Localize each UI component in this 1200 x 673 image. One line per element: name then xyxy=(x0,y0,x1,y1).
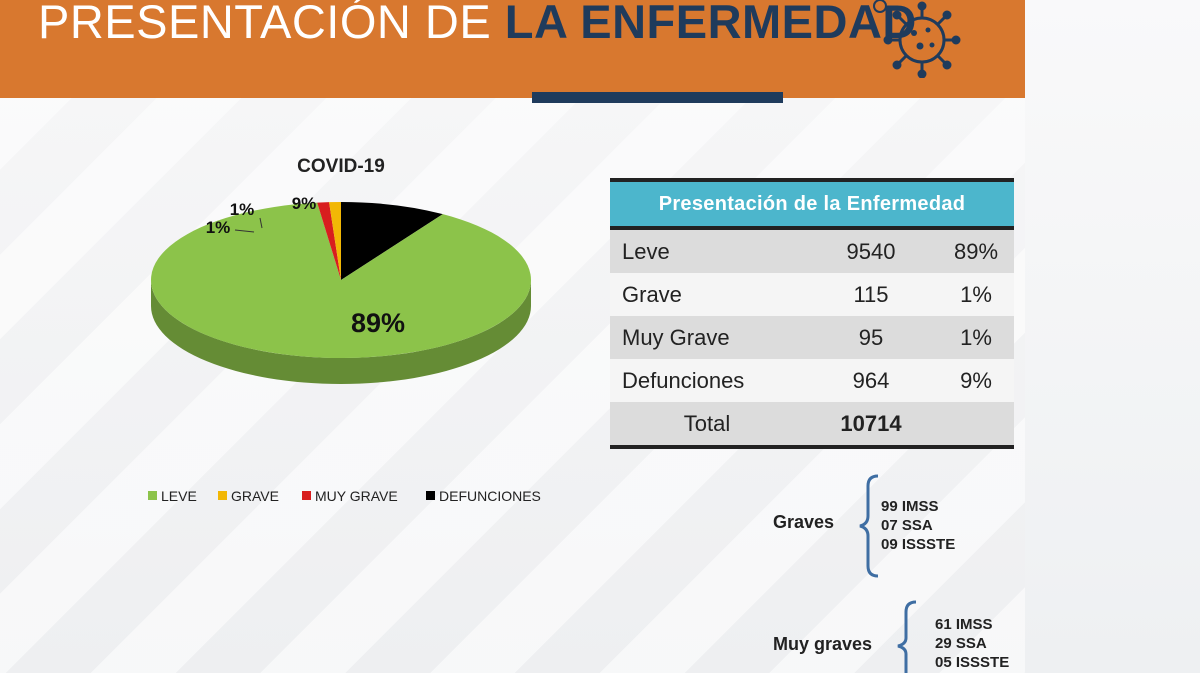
row-pct: 1% xyxy=(938,273,1014,316)
legend-label: DEFUNCIONES xyxy=(439,488,541,504)
chart-title: COVID-19 xyxy=(297,156,385,177)
header-banner: PRESENTACIÓN DE LA ENFERMEDAD xyxy=(0,0,1025,98)
legend-item-muy-grave: MUY GRAVE xyxy=(302,488,398,504)
legend-item-leve: LEVE xyxy=(148,488,197,504)
muy-graves-item: 05 ISSSTE xyxy=(935,654,1010,671)
row-count: 95 xyxy=(804,316,938,359)
title-regular: PRESENTACIÓN DE xyxy=(38,0,505,48)
legend-item-defunciones: DEFUNCIONES xyxy=(426,488,541,504)
graves-item: 09 ISSSTE xyxy=(881,536,956,553)
graves-item: 07 SSA xyxy=(881,517,933,534)
muy-graves-label: Muy graves xyxy=(773,634,873,654)
table-row: Grave 115 1% xyxy=(610,273,1014,316)
row-pct: 89% xyxy=(938,228,1014,273)
graves-label: Graves xyxy=(773,512,835,532)
legend-swatch xyxy=(426,491,435,500)
row-name: Leve xyxy=(610,228,804,273)
row-count: 9540 xyxy=(804,228,938,273)
accent-bar xyxy=(532,92,783,103)
leader-line xyxy=(234,229,255,233)
graves-item: 99 IMSS xyxy=(881,498,939,515)
table-row: Muy Grave 95 1% xyxy=(610,316,1014,359)
virus-icon xyxy=(873,0,961,78)
pie-slice-defunciones xyxy=(341,202,443,280)
pie-chart: COVID-19 9% 89% 1%1% LEVE GRAVE MUY GRAVE DEF… xyxy=(148,156,541,504)
graves-items: 99 IMSS 07 SSA 09 ISSSTE xyxy=(881,497,955,554)
page-title: PRESENTACIÓN DE LA ENFERMEDAD xyxy=(38,0,917,52)
table-total-row: Total 10714 xyxy=(610,402,1014,447)
legend-swatch xyxy=(302,491,311,500)
pie-slice-muy-grave xyxy=(317,202,341,280)
legend-label: GRAVE xyxy=(231,488,279,504)
graves-brace xyxy=(859,474,879,578)
muy-graves-item: 29 SSA xyxy=(935,635,987,652)
row-name: Muy Grave xyxy=(610,316,804,359)
muy-graves-items: 61 IMSS 29 SSA 05 ISSSTE xyxy=(935,615,1009,672)
pie-side-leve xyxy=(151,280,531,384)
legend-label: LEVE xyxy=(161,488,197,504)
row-pct: 9% xyxy=(938,359,1014,402)
legend-swatch xyxy=(218,491,227,500)
slice-label-leve: 89% xyxy=(351,308,405,338)
row-pct: 1% xyxy=(938,316,1014,359)
row-name: Defunciones xyxy=(610,359,804,402)
table-header: Presentación de la Enfermedad xyxy=(610,180,1014,230)
title-bold: LA ENFERMEDAD xyxy=(504,0,917,48)
pie-slice-leve xyxy=(151,202,531,358)
total-label: Total xyxy=(610,402,804,447)
legend-swatch xyxy=(148,491,157,500)
total-value: 10714 xyxy=(804,402,938,447)
table-row: Defunciones 964 9% xyxy=(610,359,1014,402)
muy-graves-item: 61 IMSS xyxy=(935,616,993,633)
legend-item-grave: GRAVE xyxy=(218,488,279,504)
slice-label-defunciones: 9% xyxy=(292,194,317,213)
right-panel xyxy=(1025,0,1200,673)
slice-label-muy-grave: 1% xyxy=(206,218,231,237)
slice-label-grave: 1% xyxy=(230,200,255,219)
legend-label: MUY GRAVE xyxy=(315,488,398,504)
leader-line xyxy=(259,217,263,229)
pie-slice-grave xyxy=(329,202,341,280)
data-table: Presentación de la Enfermedad Leve 9540 … xyxy=(610,178,1014,449)
muy-graves-brace xyxy=(897,600,917,673)
row-name: Grave xyxy=(610,273,804,316)
row-count: 964 xyxy=(804,359,938,402)
table-row: Leve 9540 89% xyxy=(610,228,1014,273)
total-empty xyxy=(938,402,1014,447)
row-count: 115 xyxy=(804,273,938,316)
